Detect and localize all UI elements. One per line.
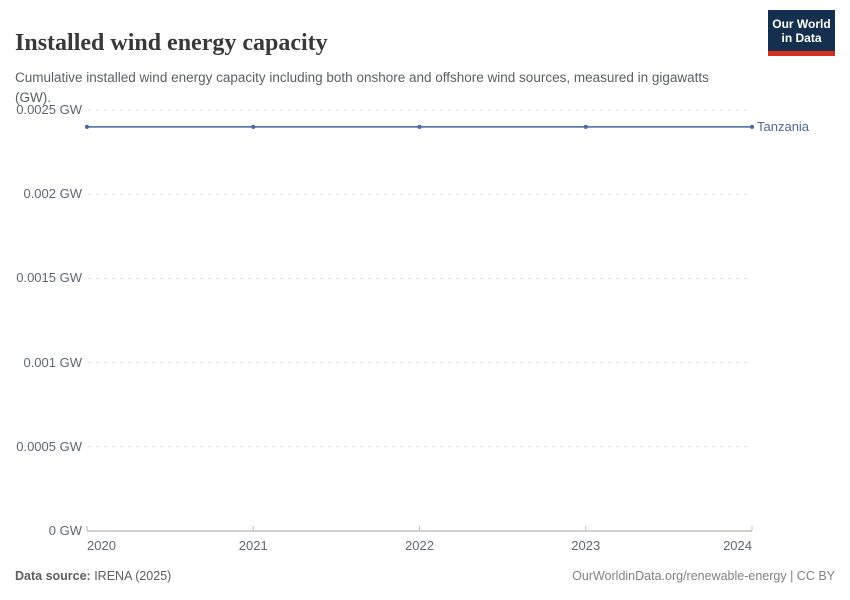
data-point-2020[interactable] [84, 124, 90, 129]
data-point-2021[interactable] [251, 124, 256, 129]
owid-logo-line2: in Data [781, 31, 822, 45]
y-tick-label: 0.002 GW [23, 186, 82, 202]
y-tick-label: 0.0015 GW [16, 270, 82, 286]
x-tick-label: 2021 [238, 538, 268, 553]
x-tick-label: 2024 [723, 538, 752, 553]
chart-footer: Data source: IRENA (2025) OurWorldinData… [15, 568, 835, 584]
data-source-label: Data source: [15, 569, 91, 583]
data-point-2024[interactable] [749, 124, 755, 129]
chart-subtitle: Cumulative installed wind energy capacit… [15, 69, 709, 105]
owid-logo-line1: Our World [772, 17, 831, 31]
x-tick-label: 2023 [571, 538, 601, 553]
owid-logo[interactable]: Our World in Data [768, 10, 835, 56]
series-label-tanzania[interactable]: Tanzania [757, 118, 810, 134]
credit-link[interactable]: OurWorldinData.org/renewable-energy | CC… [572, 569, 835, 583]
x-tick-label: 2020 [87, 538, 116, 553]
data-point-2022[interactable] [417, 124, 422, 129]
x-tick-label: 2022 [405, 538, 434, 553]
y-tick-label: 0.001 GW [23, 354, 82, 370]
y-tick-label: 0.0025 GW [16, 102, 82, 117]
y-tick-label: 0.0005 GW [16, 438, 82, 454]
data-point-2023[interactable] [583, 124, 588, 129]
data-source-value: IRENA (2025) [90, 569, 172, 583]
data-source: Data source: IRENA (2025) [15, 568, 171, 584]
y-tick-label: 0 GW [48, 523, 82, 538]
page-title: Installed wind energy capacity [15, 30, 328, 57]
